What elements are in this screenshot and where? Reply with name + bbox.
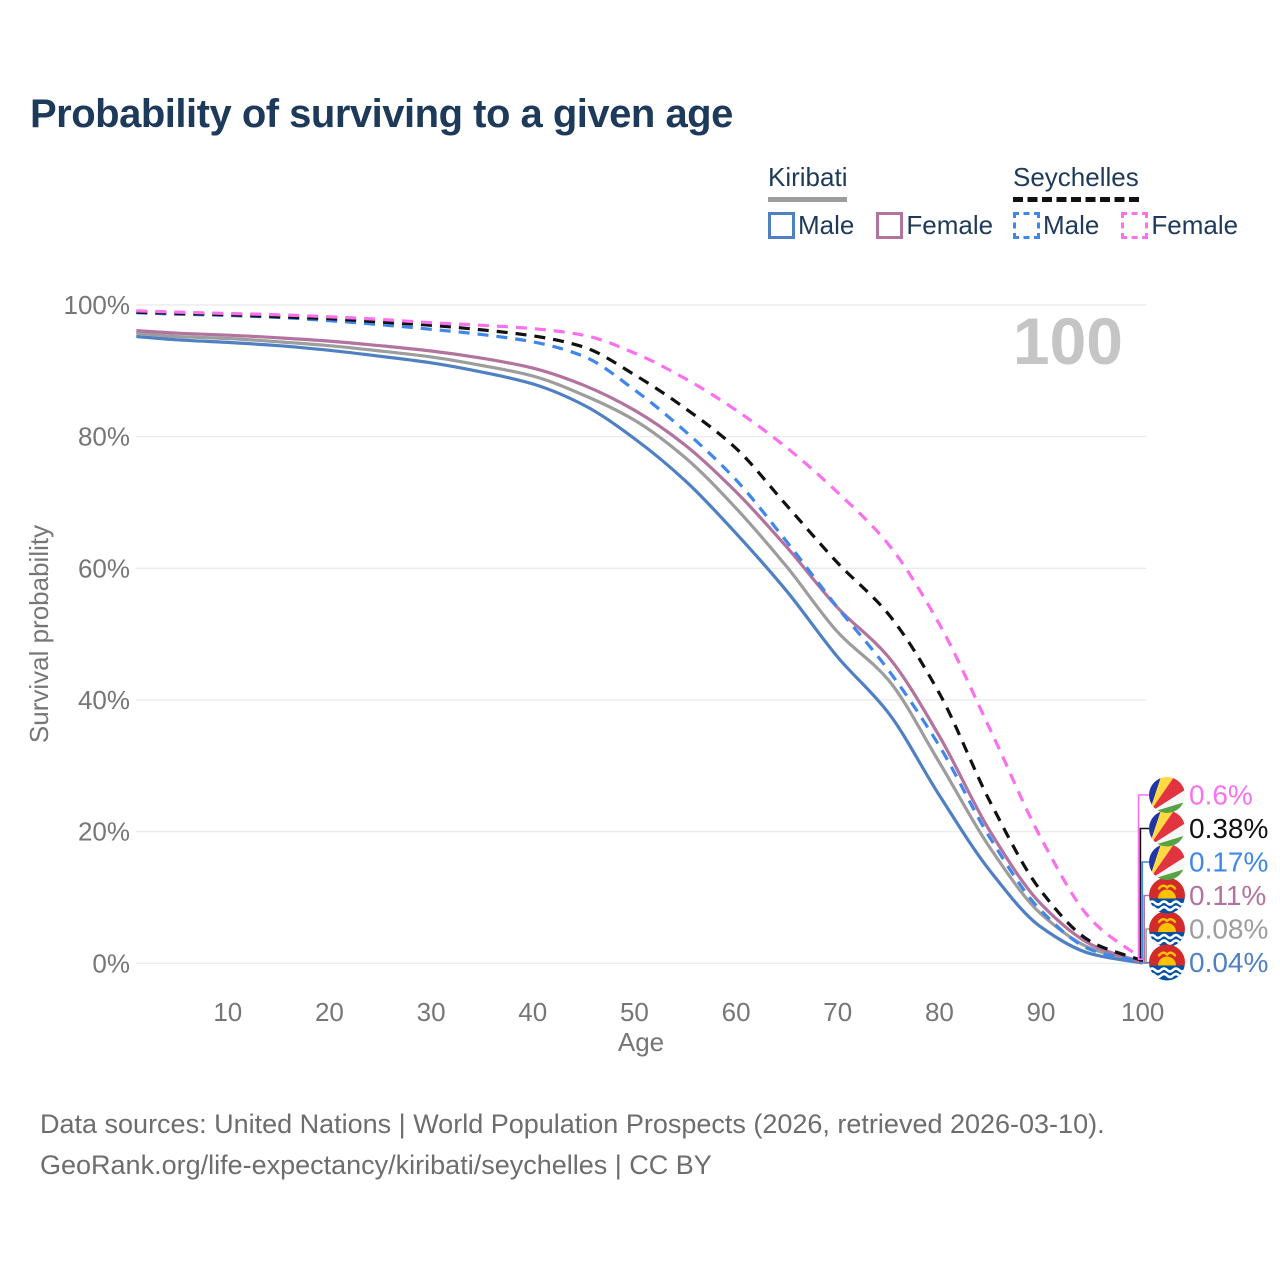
legend-item-seychelles-male[interactable]: Male bbox=[1013, 210, 1099, 241]
data-sources-text: Data sources: United Nations | World Pop… bbox=[40, 1109, 1105, 1139]
y-tick-label: 20% bbox=[78, 817, 130, 847]
series-line-seychelles-female[interactable] bbox=[136, 309, 1144, 961]
x-tick-label: 80 bbox=[925, 997, 954, 1027]
seychelles-male-checkbox-icon[interactable] bbox=[1013, 212, 1040, 239]
legend-kiribati-female-label: Female bbox=[906, 210, 994, 240]
legend-item-seychelles-female[interactable]: Female bbox=[1121, 210, 1238, 241]
leader-line-kiribati-male bbox=[1143, 961, 1149, 964]
legend-group-kiribati: Kiribati Male Female bbox=[768, 162, 1007, 241]
y-tick-label: 40% bbox=[78, 685, 130, 715]
y-tick-label: 80% bbox=[78, 422, 130, 452]
legend-kiribati-label: Kiribati bbox=[768, 162, 848, 202]
page-title: Probability of surviving to a given age bbox=[30, 92, 733, 136]
leader-line-seychelles-male bbox=[1141, 861, 1149, 964]
seychelles-flag-icon bbox=[1149, 777, 1185, 813]
series-line-kiribati-all[interactable] bbox=[136, 331, 1144, 965]
x-tick-label: 20 bbox=[315, 997, 344, 1027]
seychelles-flag-icon bbox=[1149, 844, 1185, 880]
kiribati-female-checkbox-icon[interactable] bbox=[876, 212, 904, 239]
x-tick-label: 70 bbox=[823, 997, 852, 1027]
y-tick-label: 60% bbox=[78, 553, 130, 583]
age-watermark: 100 bbox=[1013, 304, 1123, 378]
seychelles-flag-icon bbox=[1149, 810, 1185, 847]
legend-seychelles-female-label: Female bbox=[1151, 210, 1239, 240]
x-tick-label: 30 bbox=[417, 997, 446, 1027]
footer: Data sources: United Nations | World Pop… bbox=[40, 1104, 1105, 1186]
series-line-seychelles-male[interactable] bbox=[136, 311, 1144, 964]
kiribati-flag-icon bbox=[1149, 911, 1185, 947]
x-tick-label: 90 bbox=[1027, 997, 1056, 1027]
leader-line-seychelles-female bbox=[1137, 794, 1149, 961]
attribution-text: GeoRank.org/life-expectancy/kiribati/sey… bbox=[40, 1150, 712, 1180]
end-value-label-kiribati-female: 0.11% bbox=[1189, 880, 1266, 911]
legend-seychelles-label: Seychelles bbox=[1013, 162, 1139, 202]
legend-group-seychelles: Seychelles Male Female bbox=[1013, 162, 1252, 241]
end-value-label-kiribati-male: 0.04% bbox=[1189, 947, 1268, 978]
series-line-seychelles-all[interactable] bbox=[136, 310, 1144, 963]
kiribati-flag-icon bbox=[1149, 944, 1185, 981]
y-tick-label: 0% bbox=[92, 948, 130, 978]
kiribati-male-checkbox-icon[interactable] bbox=[768, 212, 795, 239]
end-value-label-seychelles-all: 0.38% bbox=[1189, 813, 1268, 844]
x-tick-label: 40 bbox=[518, 997, 547, 1027]
seychelles-female-checkbox-icon[interactable] bbox=[1121, 212, 1149, 239]
x-tick-label: 60 bbox=[722, 997, 751, 1027]
legend-item-kiribati-female[interactable]: Female bbox=[876, 210, 993, 241]
y-axis-title: Survival probability bbox=[24, 525, 54, 743]
x-tick-label: 100 bbox=[1121, 997, 1164, 1027]
legend-kiribati-male-label: Male bbox=[798, 210, 855, 240]
x-tick-label: 50 bbox=[620, 997, 649, 1027]
end-value-label-seychelles-male: 0.17% bbox=[1189, 847, 1268, 878]
end-value-label-seychelles-female: 0.6% bbox=[1189, 780, 1253, 811]
kiribati-flag-icon bbox=[1149, 877, 1185, 914]
end-value-label-kiribati-all: 0.08% bbox=[1189, 914, 1268, 945]
leader-line-seychelles-all bbox=[1139, 827, 1149, 962]
series-line-kiribati-male[interactable] bbox=[136, 334, 1143, 965]
legend-item-kiribati-male[interactable]: Male bbox=[768, 210, 854, 241]
leader-line-kiribati-female bbox=[1143, 894, 1149, 964]
series-line-kiribati-female[interactable] bbox=[136, 329, 1144, 965]
x-tick-label: 10 bbox=[213, 997, 242, 1027]
y-tick-label: 100% bbox=[64, 290, 131, 320]
x-axis-title: Age bbox=[618, 1027, 664, 1057]
legend-seychelles-male-label: Male bbox=[1043, 210, 1100, 240]
